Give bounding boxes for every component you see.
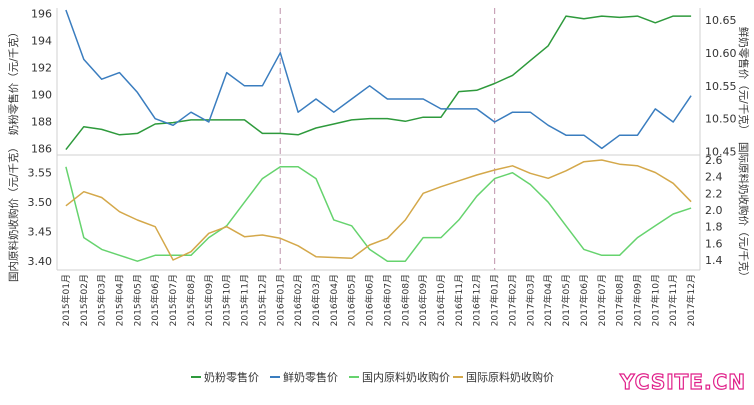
right-tick-label: 10.45 <box>705 146 737 159</box>
x-tick-label: 2017年12月 <box>685 274 697 326</box>
x-tick-label: 2016年09月 <box>417 274 429 326</box>
series-line <box>65 159 692 261</box>
bottom-panel: 3.40 3.45 3.50 3.55 1.4 1.6 1.8 2.0 2.2 2.4 2.6 国… <box>7 142 750 282</box>
x-tick-label: 2016年11月 <box>453 274 465 326</box>
x-tick-label: 2015年07月 <box>167 274 179 326</box>
x-tick-label: 2016年02月 <box>292 274 304 326</box>
x-tick-label: 2017年02月 <box>507 274 519 326</box>
right-tick-label: 10.65 <box>705 14 737 27</box>
legend-label: 鲜奶零售价 <box>283 370 338 384</box>
x-tick-label: 2017年07月 <box>596 274 608 326</box>
x-tick-label: 2015年10月 <box>221 274 233 326</box>
right-tick-label: 1.4 <box>705 254 723 267</box>
series-line <box>65 9 692 150</box>
x-tick-label: 2016年08月 <box>399 274 411 326</box>
series-layer <box>65 9 692 262</box>
left-tick-label: 3.50 <box>28 196 53 209</box>
right-tick-label: 10.50 <box>705 113 737 126</box>
x-tick-label: 2015年03月 <box>96 274 108 326</box>
right-tick-label: 1.8 <box>705 221 723 234</box>
series-line <box>65 15 692 151</box>
top-left-tick-labels: 186 188 190 192 194 196 <box>31 7 52 155</box>
legend-label: 国内原料奶收购价 <box>362 370 450 384</box>
x-tick-label: 2017年06月 <box>578 274 590 326</box>
x-tick-label: 2017年09月 <box>632 274 644 326</box>
year-separators <box>279 8 496 270</box>
watermark: YCSITE.CN <box>619 370 746 394</box>
left-tick-label: 192 <box>31 61 52 74</box>
top-right-tick-labels: 10.45 10.50 10.55 10.60 10.65 <box>705 14 737 159</box>
bottom-right-axis-title: 国际原料奶收购价（元/千克） <box>737 142 750 282</box>
right-tick-label: 2.4 <box>705 171 723 184</box>
x-tick-label: 2016年01月 <box>274 274 286 326</box>
x-tick-label: 2017年01月 <box>489 274 501 326</box>
left-tick-label: 194 <box>31 34 52 47</box>
right-tick-label: 10.60 <box>705 47 737 60</box>
x-tick-label: 2016年10月 <box>435 274 447 326</box>
x-tick-label: 2015年09月 <box>203 274 215 326</box>
x-tick-label: 2017年04月 <box>542 274 554 326</box>
series-line <box>65 166 692 262</box>
bottom-left-axis-title: 国内原料奶收购价（元/千克） <box>7 142 20 282</box>
bottom-right-tick-labels: 1.4 1.6 1.8 2.0 2.2 2.4 2.6 <box>705 154 723 267</box>
right-tick-label: 10.55 <box>705 80 737 93</box>
x-tick-label: 2016年05月 <box>346 274 358 326</box>
bottom-left-tick-labels: 3.40 3.45 3.50 3.55 <box>28 167 53 268</box>
x-tick-label: 2016年07月 <box>381 274 393 326</box>
left-tick-label: 196 <box>31 7 52 20</box>
x-tick-label: 2015年12月 <box>256 274 268 326</box>
x-tick-label: 2015年06月 <box>149 274 161 326</box>
x-tick-label: 2015年02月 <box>78 274 90 326</box>
x-tick-label: 2016年06月 <box>364 274 376 326</box>
x-tick-label: 2017年08月 <box>614 274 626 326</box>
legend-label: 国际原料奶收购价 <box>466 370 554 384</box>
right-tick-label: 2.0 <box>705 204 723 217</box>
left-tick-label: 188 <box>31 115 52 128</box>
x-tick-label: 2015年01月 <box>60 274 72 326</box>
x-tick-label: 2017年03月 <box>524 274 536 326</box>
x-tick-label: 2017年11月 <box>667 274 679 326</box>
x-tick-label: 2017年05月 <box>560 274 572 326</box>
left-tick-label: 3.40 <box>28 255 53 268</box>
x-tick-label: 2015年05月 <box>131 274 143 326</box>
right-tick-label: 2.6 <box>705 154 723 167</box>
legend: 奶粉零售价 鲜奶零售价 国内原料奶收购价 国际原料奶收购价 <box>191 370 554 384</box>
left-tick-label: 186 <box>31 142 52 155</box>
x-tick-label: 2016年12月 <box>471 274 483 326</box>
x-tick-labels: 2015年01月 2015年02月 2015年03月 2015年04月 2015年05月… <box>60 274 697 326</box>
x-tick-label: 2015年08月 <box>185 274 197 326</box>
x-tick-label: 2015年04月 <box>114 274 126 326</box>
x-tick-label: 2017年10月 <box>649 274 661 326</box>
top-left-axis-title: 奶粉零售价（元/千克） <box>7 27 20 136</box>
x-tick-label: 2015年11月 <box>239 274 251 326</box>
left-tick-label: 190 <box>31 88 52 101</box>
top-right-axis-title: 鲜奶零售价（元/千克） <box>737 27 750 136</box>
right-tick-label: 1.6 <box>705 237 723 250</box>
right-tick-label: 2.2 <box>705 187 723 200</box>
left-tick-label: 3.45 <box>28 226 53 239</box>
x-tick-label: 2016年03月 <box>310 274 322 326</box>
legend-label: 奶粉零售价 <box>204 370 259 384</box>
x-tick-label: 2016年04月 <box>328 274 340 326</box>
left-tick-label: 3.55 <box>28 167 53 180</box>
